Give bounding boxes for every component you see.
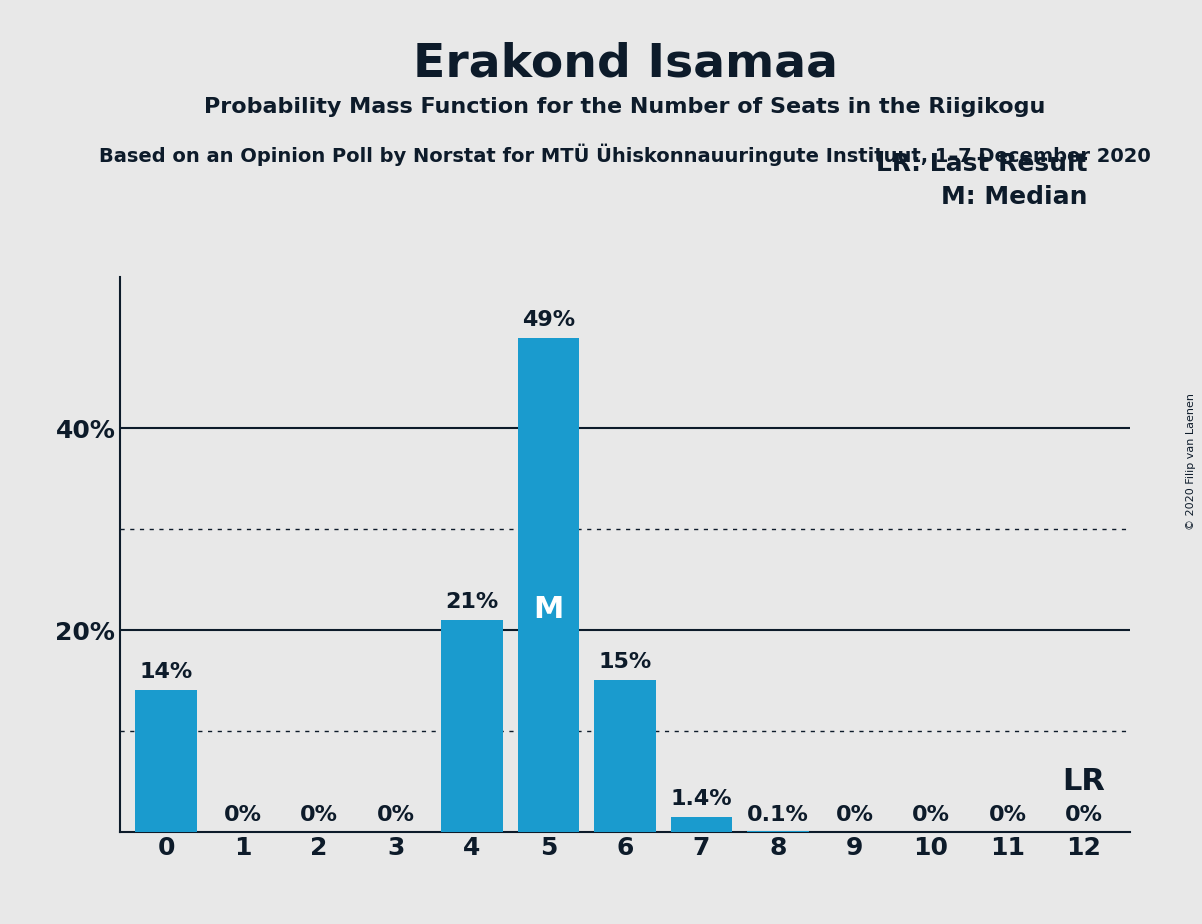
Text: LR: LR xyxy=(1063,767,1106,796)
Text: 0%: 0% xyxy=(224,805,262,824)
Text: 0%: 0% xyxy=(988,805,1027,824)
Text: 0%: 0% xyxy=(835,805,874,824)
Text: 21%: 21% xyxy=(446,592,499,612)
Text: 1.4%: 1.4% xyxy=(671,789,732,809)
Text: 0.1%: 0.1% xyxy=(748,805,809,824)
Text: LR: Last Result: LR: Last Result xyxy=(876,152,1088,176)
Text: Based on an Opinion Poll by Norstat for MTÜ Ühiskonnauuringute Instituut, 1–7 De: Based on an Opinion Poll by Norstat for … xyxy=(100,143,1152,165)
Text: M: Median: M: Median xyxy=(941,185,1088,209)
Text: 0%: 0% xyxy=(376,805,415,824)
Text: © 2020 Filip van Laenen: © 2020 Filip van Laenen xyxy=(1186,394,1196,530)
Text: 0%: 0% xyxy=(1065,805,1103,824)
Text: 49%: 49% xyxy=(522,310,575,330)
Bar xyxy=(441,620,502,832)
Text: M: M xyxy=(534,595,564,624)
Text: Probability Mass Function for the Number of Seats in the Riigikogu: Probability Mass Function for the Number… xyxy=(204,97,1046,117)
Text: Erakond Isamaa: Erakond Isamaa xyxy=(412,42,838,87)
Bar xyxy=(518,337,579,832)
Bar xyxy=(671,818,732,832)
Text: 0%: 0% xyxy=(300,805,338,824)
Bar xyxy=(136,690,197,832)
Bar xyxy=(748,831,809,832)
Text: 15%: 15% xyxy=(599,652,651,673)
Bar xyxy=(595,680,655,832)
Text: 0%: 0% xyxy=(912,805,950,824)
Text: 14%: 14% xyxy=(139,663,192,683)
